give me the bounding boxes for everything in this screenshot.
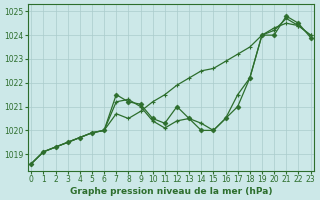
X-axis label: Graphe pression niveau de la mer (hPa): Graphe pression niveau de la mer (hPa) [70,187,272,196]
